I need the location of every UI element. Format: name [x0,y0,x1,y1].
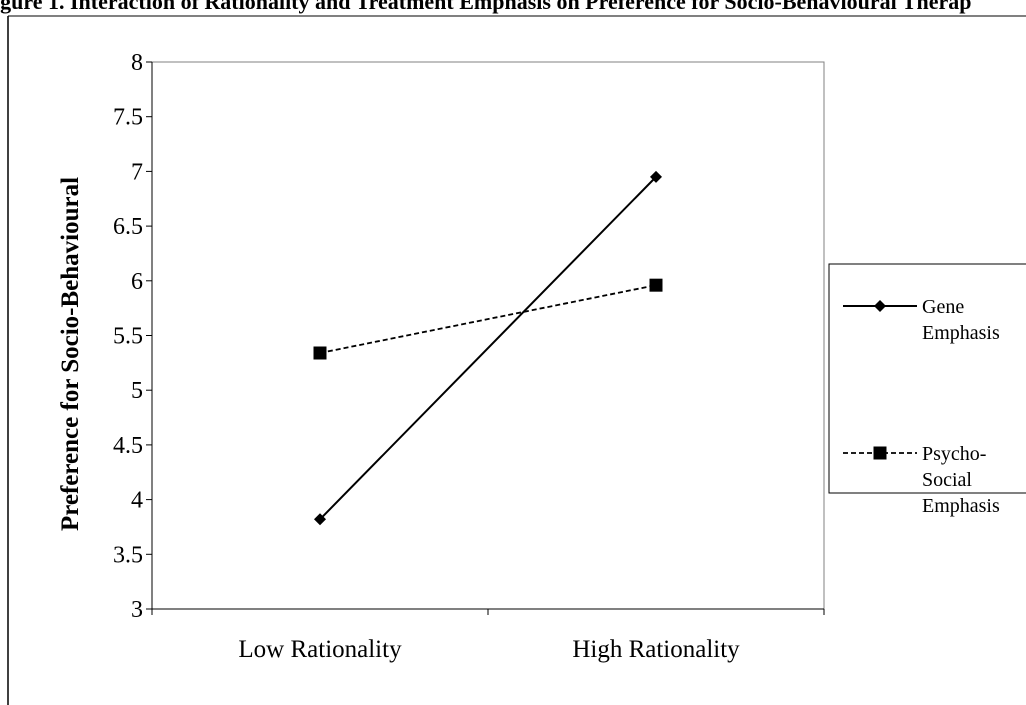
legend: Gene Emphasis Psycho- Social Emphasis [828,263,1026,517]
data-point [649,278,663,292]
x-category-label: High Rationality [572,636,740,663]
y-axis-label: Preference for Socio-Behavioural [57,177,84,531]
y-tick-label: 3.5 [113,542,143,568]
series-layer [313,170,663,526]
legend-entry-2: Psycho- Social Emphasis [843,443,1000,517]
legend-label-line: Gene [922,296,964,318]
legend-marker [873,446,887,460]
legend-label-line: Social [922,469,972,491]
series-2 [313,278,663,360]
top-caption: igure 1. Interaction of Rationality and … [0,0,972,14]
y-tick-label: 6.5 [113,214,143,240]
y-tick-label: 7 [131,159,143,185]
legend-marker [874,300,886,312]
y-tick-label: 8 [131,50,143,76]
y-tick-label: 4 [131,488,143,514]
legend-label-line: Emphasis [922,495,1000,517]
y-tick-label: 3 [131,597,143,623]
y-tick-label: 5.5 [113,324,143,350]
series-line [319,176,657,520]
series-1 [314,170,662,526]
legend-label-line: Emphasis [922,322,1000,344]
data-point [650,170,662,183]
data-point [313,346,327,360]
y-tick-label: 6 [131,269,143,295]
plot-area [151,61,825,610]
legend-entry-1: Gene Emphasis [843,296,1000,344]
x-category-label: Low Rationality [238,636,402,663]
y-axis: 8 7.5 7 6.5 6 5.5 5 4.5 4 3.5 3 [113,50,153,623]
y-tick-label: 7.5 [113,105,143,131]
y-tick-label: 5 [131,378,143,404]
x-axis: Low Rationality High Rationality [151,608,825,663]
data-point [314,513,326,526]
y-tick-label: 4.5 [113,433,143,459]
legend-label-line: Psycho- [922,443,986,465]
series-line [319,284,657,354]
legend-box [828,263,1026,494]
